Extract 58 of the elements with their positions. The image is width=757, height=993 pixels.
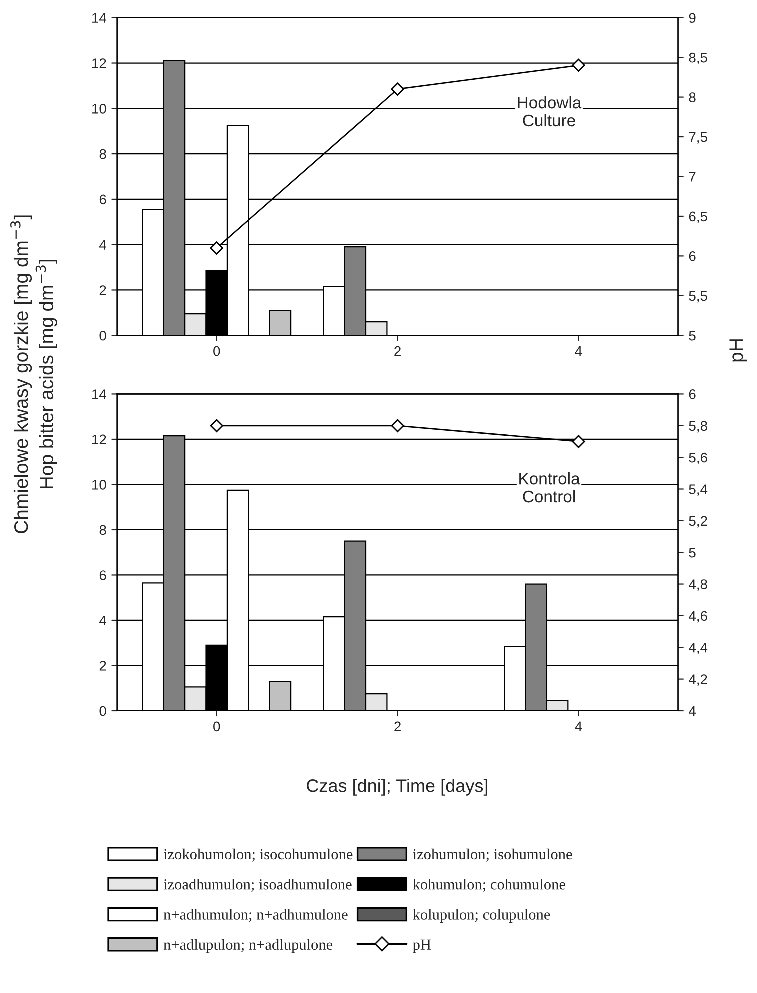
y-tick-label: 4 xyxy=(100,240,107,250)
legend-label: n+adhumulon; n+adhumulone xyxy=(164,909,348,922)
y-tick-label: 8 xyxy=(100,149,106,160)
y-tick-label: 8 xyxy=(100,525,106,536)
legend-label: kohumulon; cohumulone xyxy=(413,879,566,892)
legend-label: pH xyxy=(413,940,432,954)
point xyxy=(391,82,404,96)
legend-label: izohumulon; isohumulone xyxy=(413,848,572,862)
annotation: Kontrola Control xyxy=(520,472,580,503)
x-tick-label: 0 xyxy=(214,346,220,356)
text: Chmielowe kwasy gorzkie [mg dm$^{−3}$] Hop bitter acids [mg dm$^{−3}$] xyxy=(10,216,58,534)
y2-tick-label: 4,4 xyxy=(689,643,708,654)
y2-tick-label: 6,5 xyxy=(689,212,708,224)
y2-axis-title: pH xyxy=(730,340,748,362)
y-tick-label: 14 xyxy=(92,13,107,23)
y-tick-label: 4 xyxy=(100,616,107,626)
y-tick-label: 10 xyxy=(92,104,106,114)
x-tick-label: 2 xyxy=(394,346,401,356)
y2-tick-label: 7 xyxy=(689,172,696,182)
y2-tick-label: 4,2 xyxy=(689,674,708,686)
y-tick-label: 6 xyxy=(100,194,106,205)
legend-label: izoadhumulon; isoadhumulone xyxy=(164,879,352,892)
y-tick-label: 10 xyxy=(92,480,106,490)
y2-tick-label: 5,5 xyxy=(689,291,708,303)
x-axis-title: Czas [dni]; Time [days] xyxy=(307,779,488,796)
y2-tick-label: 4 xyxy=(689,706,696,716)
legend-label: n+adlupulon; n+adlupulone xyxy=(164,939,333,954)
y2-tick-label: 8,5 xyxy=(689,52,708,64)
legend-label: kolupulon; colupulone xyxy=(413,909,550,924)
x-tick-label: 0 xyxy=(214,722,220,732)
y-tick-label: 2 xyxy=(100,661,106,671)
y2-tick-label: 5 xyxy=(689,331,696,341)
y2-tick-label: 4,6 xyxy=(689,611,708,623)
x-tick-label: 2 xyxy=(394,722,401,732)
x-tick-label: 4 xyxy=(575,346,582,356)
y2-tick-label: 7,5 xyxy=(689,132,708,144)
y2-tick-label: 9 xyxy=(689,13,696,24)
y2-tick-label: 5,2 xyxy=(689,516,708,528)
point xyxy=(572,58,586,72)
y2-tick-label: 5 xyxy=(689,548,696,558)
y-tick-label: 12 xyxy=(92,434,106,445)
legend-label: izokohumolon; isocohumulone xyxy=(164,848,353,862)
y-tick-label: 0 xyxy=(100,706,106,716)
y2-tick-label: 5,6 xyxy=(689,452,708,464)
y2-tick-label: 4,8 xyxy=(689,580,708,592)
y-tick-label: 2 xyxy=(100,286,106,296)
y2-tick-label: 6 xyxy=(689,390,696,400)
y2-tick-label: 8 xyxy=(689,92,696,102)
annotation: Hodowla Culture xyxy=(518,96,582,127)
y-tick-label: 12 xyxy=(92,58,106,68)
y2-tick-label: 6 xyxy=(689,252,696,262)
point xyxy=(210,242,224,255)
y-tick-label: 6 xyxy=(100,570,106,580)
x-tick-label: 4 xyxy=(575,722,582,732)
y2-tick-label: 5,8 xyxy=(689,421,708,433)
y-tick-label: 14 xyxy=(92,390,107,400)
y2-tick-label: 5,4 xyxy=(689,484,708,496)
y-tick-label: 0 xyxy=(100,330,106,341)
